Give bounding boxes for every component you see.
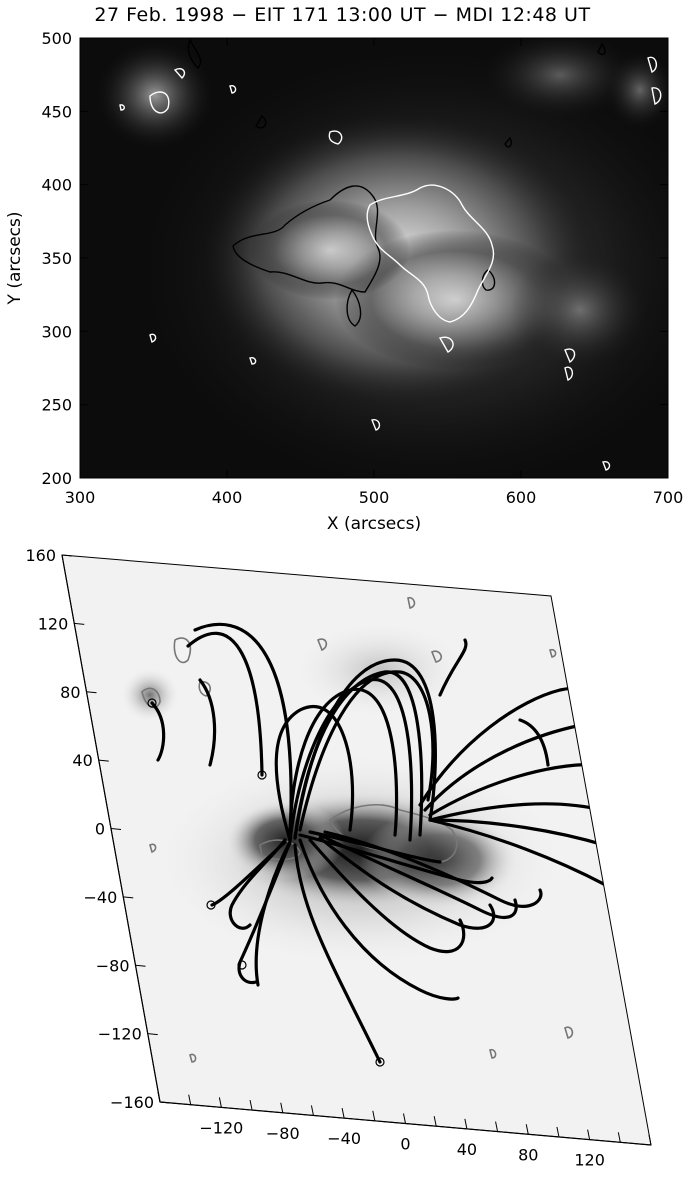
bottom-y-tick-label: 120 bbox=[38, 614, 69, 633]
bottom-x-tick-label: −40 bbox=[327, 1129, 361, 1148]
bottom-y-axis: 160 120 80 40 0 −40 −80 −120 −160 bbox=[25, 546, 171, 1112]
top-y-tick-label: 200 bbox=[41, 469, 72, 488]
bottom-x-tick-mark bbox=[648, 1134, 652, 1146]
negative-contours bbox=[187, 38, 606, 327]
field-line-footpoints bbox=[147, 698, 385, 1067]
top-x-tick-label: 300 bbox=[65, 488, 96, 507]
eit-image bbox=[80, 38, 668, 478]
bottom-x-tick-mark bbox=[587, 1129, 591, 1140]
bottom-y-tick-mark bbox=[61, 554, 73, 557]
top-x-tick-label: 500 bbox=[359, 488, 390, 507]
bottom-y-tick-mark bbox=[86, 691, 97, 694]
bottom-x-tick-mark bbox=[341, 1108, 345, 1119]
bottom-x-tick-mark bbox=[617, 1132, 621, 1143]
bottom-x-tick-mark bbox=[495, 1121, 499, 1132]
bottom-x-tick-mark bbox=[218, 1097, 222, 1108]
top-x-axis: 300 400 500 600 700 X (arcsecs) bbox=[65, 38, 684, 534]
top-x-tick-label: 600 bbox=[506, 488, 537, 507]
bottom-x-tick-mark bbox=[188, 1094, 192, 1105]
bottom-y-tick-label: 160 bbox=[25, 546, 56, 565]
bottom-y-tick-label: 80 bbox=[60, 683, 80, 702]
bottom-x-tick-mark bbox=[157, 1091, 161, 1103]
positive-contours bbox=[119, 56, 662, 471]
bottom-x-tick-label: 120 bbox=[574, 1151, 605, 1170]
top-panel-title: 27 Feb. 1998 − EIT 171 13:00 UT − MDI 12… bbox=[94, 4, 591, 26]
bottom-y-tick-label: 0 bbox=[95, 820, 105, 839]
bottom-x-tick-label: 40 bbox=[457, 1140, 477, 1159]
bottom-x-tick-mark bbox=[556, 1126, 560, 1138]
bottom-y-tick-label: −160 bbox=[110, 1093, 154, 1112]
bottom-y-tick-mark bbox=[159, 1101, 171, 1104]
bottom-y-tick-label: 40 bbox=[72, 751, 92, 770]
top-x-axis-label: X (arcsecs) bbox=[327, 514, 421, 534]
bottom-y-tick-mark bbox=[123, 896, 134, 899]
bottom-x-tick-mark bbox=[310, 1105, 314, 1116]
bottom-x-tick-mark bbox=[372, 1110, 376, 1121]
bottom-x-tick-mark bbox=[433, 1116, 437, 1127]
bottom-y-tick-label: −120 bbox=[98, 1025, 142, 1044]
top-x-tick-label: 700 bbox=[653, 488, 684, 507]
bottom-x-tick-mark bbox=[403, 1113, 406, 1124]
bottom-y-tick-mark bbox=[110, 828, 122, 830]
top-y-tick-label: 500 bbox=[41, 29, 72, 48]
top-y-axis-label: Y (arcsecs) bbox=[5, 212, 25, 306]
bottom-x-tick-label: −120 bbox=[199, 1118, 243, 1137]
top-y-axis: 200 250 300 350 400 450 500 Y (arcsecs) bbox=[5, 29, 668, 488]
bottom-x-tick-label: 0 bbox=[400, 1135, 410, 1154]
bottom-y-tick-label: −40 bbox=[83, 888, 117, 907]
bottom-x-tick-mark bbox=[280, 1102, 284, 1113]
bottom-x-tick-mark bbox=[525, 1124, 529, 1135]
top-y-tick-label: 350 bbox=[41, 249, 72, 268]
top-y-tick-label: 250 bbox=[41, 396, 72, 415]
bottom-y-tick-mark bbox=[98, 759, 109, 762]
bottom-x-tick-mark bbox=[464, 1118, 468, 1129]
bottom-y-tick-mark bbox=[74, 622, 85, 625]
top-y-tick-label: 400 bbox=[41, 176, 72, 195]
bottom-y-tick-mark bbox=[147, 1033, 158, 1036]
bottom-y-tick-label: −80 bbox=[96, 956, 130, 975]
top-x-tick-label: 400 bbox=[212, 488, 243, 507]
top-y-tick-label: 450 bbox=[41, 102, 72, 121]
bottom-x-axis: −120 −80 −40 0 40 80 120 bbox=[157, 1091, 652, 1170]
bottom-x-tick-mark bbox=[249, 1099, 253, 1111]
bottom-y-tick-mark bbox=[135, 964, 146, 967]
bottom-x-tick-label: −80 bbox=[266, 1124, 300, 1143]
bottom-x-tick-label: 80 bbox=[518, 1145, 538, 1164]
top-y-tick-label: 300 bbox=[41, 322, 72, 341]
